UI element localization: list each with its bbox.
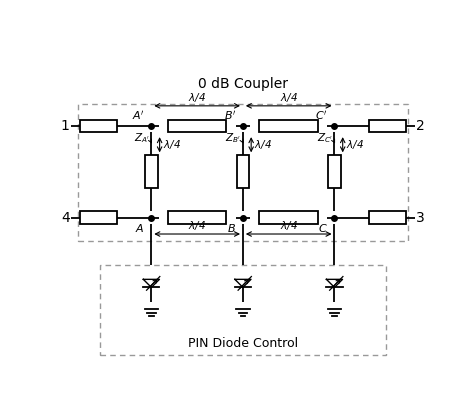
Bar	[168, 211, 227, 224]
Bar	[369, 119, 406, 133]
Text: $\lambda$/4: $\lambda$/4	[280, 219, 298, 232]
Text: 2: 2	[416, 119, 425, 133]
Text: 3: 3	[416, 211, 425, 225]
Text: $\lambda$/4: $\lambda$/4	[280, 91, 298, 103]
Bar	[168, 119, 227, 133]
Bar	[145, 155, 158, 188]
Text: 4: 4	[61, 211, 70, 225]
Text: 1: 1	[61, 119, 70, 133]
Text: $\lambda$/4: $\lambda$/4	[163, 138, 181, 151]
Text: $B$: $B$	[228, 222, 237, 234]
Bar	[78, 104, 408, 241]
Bar	[328, 155, 341, 188]
Bar	[100, 265, 386, 355]
Bar	[237, 155, 249, 188]
Text: $C'$: $C'$	[315, 109, 328, 122]
Text: 0 dB Coupler: 0 dB Coupler	[198, 77, 288, 91]
Text: $\lambda$/4: $\lambda$/4	[254, 138, 272, 151]
Text: PIN Diode Control: PIN Diode Control	[188, 337, 298, 351]
Bar	[369, 211, 406, 224]
Text: $Z_{A'}$: $Z_{A'}$	[134, 131, 150, 145]
Text: $\lambda$/4: $\lambda$/4	[188, 219, 206, 232]
Text: $A'$: $A'$	[132, 109, 145, 122]
Text: $Z_{B'}$: $Z_{B'}$	[225, 131, 242, 145]
Text: $B'$: $B'$	[224, 109, 237, 122]
Text: $\lambda$/4: $\lambda$/4	[188, 91, 206, 103]
Bar	[259, 211, 318, 224]
Text: $C$: $C$	[318, 222, 328, 234]
Text: $\lambda$/4: $\lambda$/4	[346, 138, 364, 151]
Bar	[80, 211, 117, 224]
Text: $Z_{C'}$: $Z_{C'}$	[317, 131, 333, 145]
Text: $A$: $A$	[136, 222, 145, 234]
Bar	[80, 119, 117, 133]
Bar	[259, 119, 318, 133]
